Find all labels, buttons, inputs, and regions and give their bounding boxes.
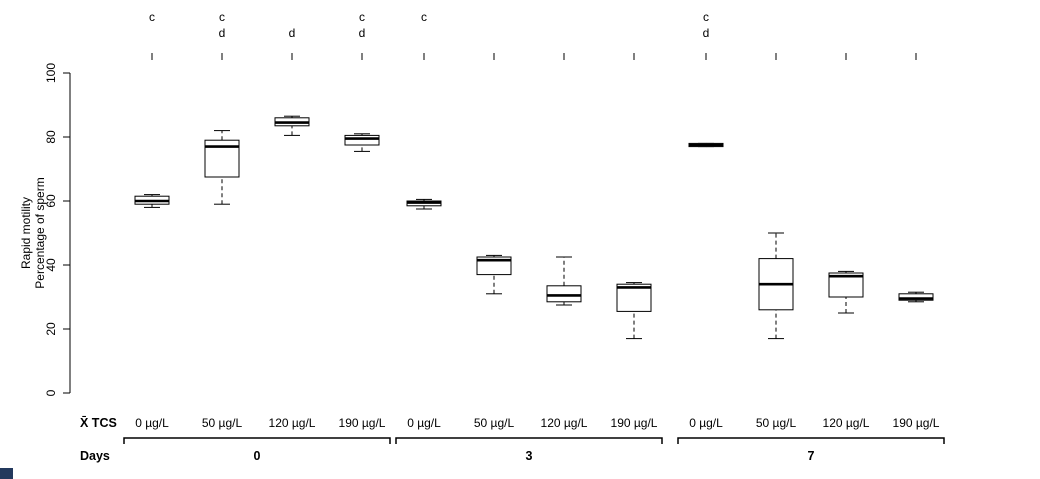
dose-tick-label: 190 µg/L [893, 416, 940, 430]
significance-letter: c [703, 10, 709, 24]
dose-tick-label: 50 µg/L [474, 416, 515, 430]
significance-letter: c [149, 10, 155, 24]
dose-tick-label: 120 µg/L [541, 416, 588, 430]
y-axis-tick-label: 40 [44, 258, 58, 272]
significance-letter: c [421, 10, 427, 24]
y-axis-tick-label: 0 [44, 389, 58, 396]
y-axis-title-line: Rapid motility [19, 197, 33, 269]
day-group-label: 7 [808, 449, 815, 463]
dose-tick-label: 120 µg/L [823, 416, 870, 430]
day-group-bracket [123, 437, 391, 444]
days-row-label: Days [80, 449, 110, 463]
dose-tick-label: 50 µg/L [202, 416, 243, 430]
dose-tick-label: 120 µg/L [269, 416, 316, 430]
box-iqr [898, 293, 934, 301]
y-axis-tick-label: 60 [44, 194, 58, 208]
y-axis-title-line: Percentage of sperm [33, 177, 47, 288]
significance-letter: c [219, 10, 225, 24]
dose-tick-label: 50 µg/L [756, 416, 797, 430]
dose-tick-label: 190 µg/L [339, 416, 386, 430]
dose-tick-label: 0 µg/L [407, 416, 441, 430]
box-iqr [344, 134, 380, 146]
dose-tick-label: 0 µg/L [135, 416, 169, 430]
significance-letter: c [359, 10, 365, 24]
day-group-label: 3 [526, 449, 533, 463]
significance-letter: d [289, 26, 296, 40]
significance-letter: d [359, 26, 366, 40]
box-iqr [616, 283, 652, 312]
box-iqr [546, 285, 582, 303]
day-group-label: 0 [254, 449, 261, 463]
day-group-bracket [395, 437, 663, 444]
y-axis-tick-label: 100 [44, 63, 58, 83]
tcs-row-label: X̄ TCS [80, 416, 117, 430]
dose-tick-label: 0 µg/L [689, 416, 723, 430]
significance-letter: d [219, 26, 226, 40]
significance-letter: d [703, 26, 710, 40]
dose-tick-label: 190 µg/L [611, 416, 658, 430]
y-axis-tick-label: 20 [44, 322, 58, 336]
corner-artifact [0, 468, 13, 479]
day-group-bracket [677, 437, 945, 444]
y-axis-tick-label: 80 [44, 130, 58, 144]
